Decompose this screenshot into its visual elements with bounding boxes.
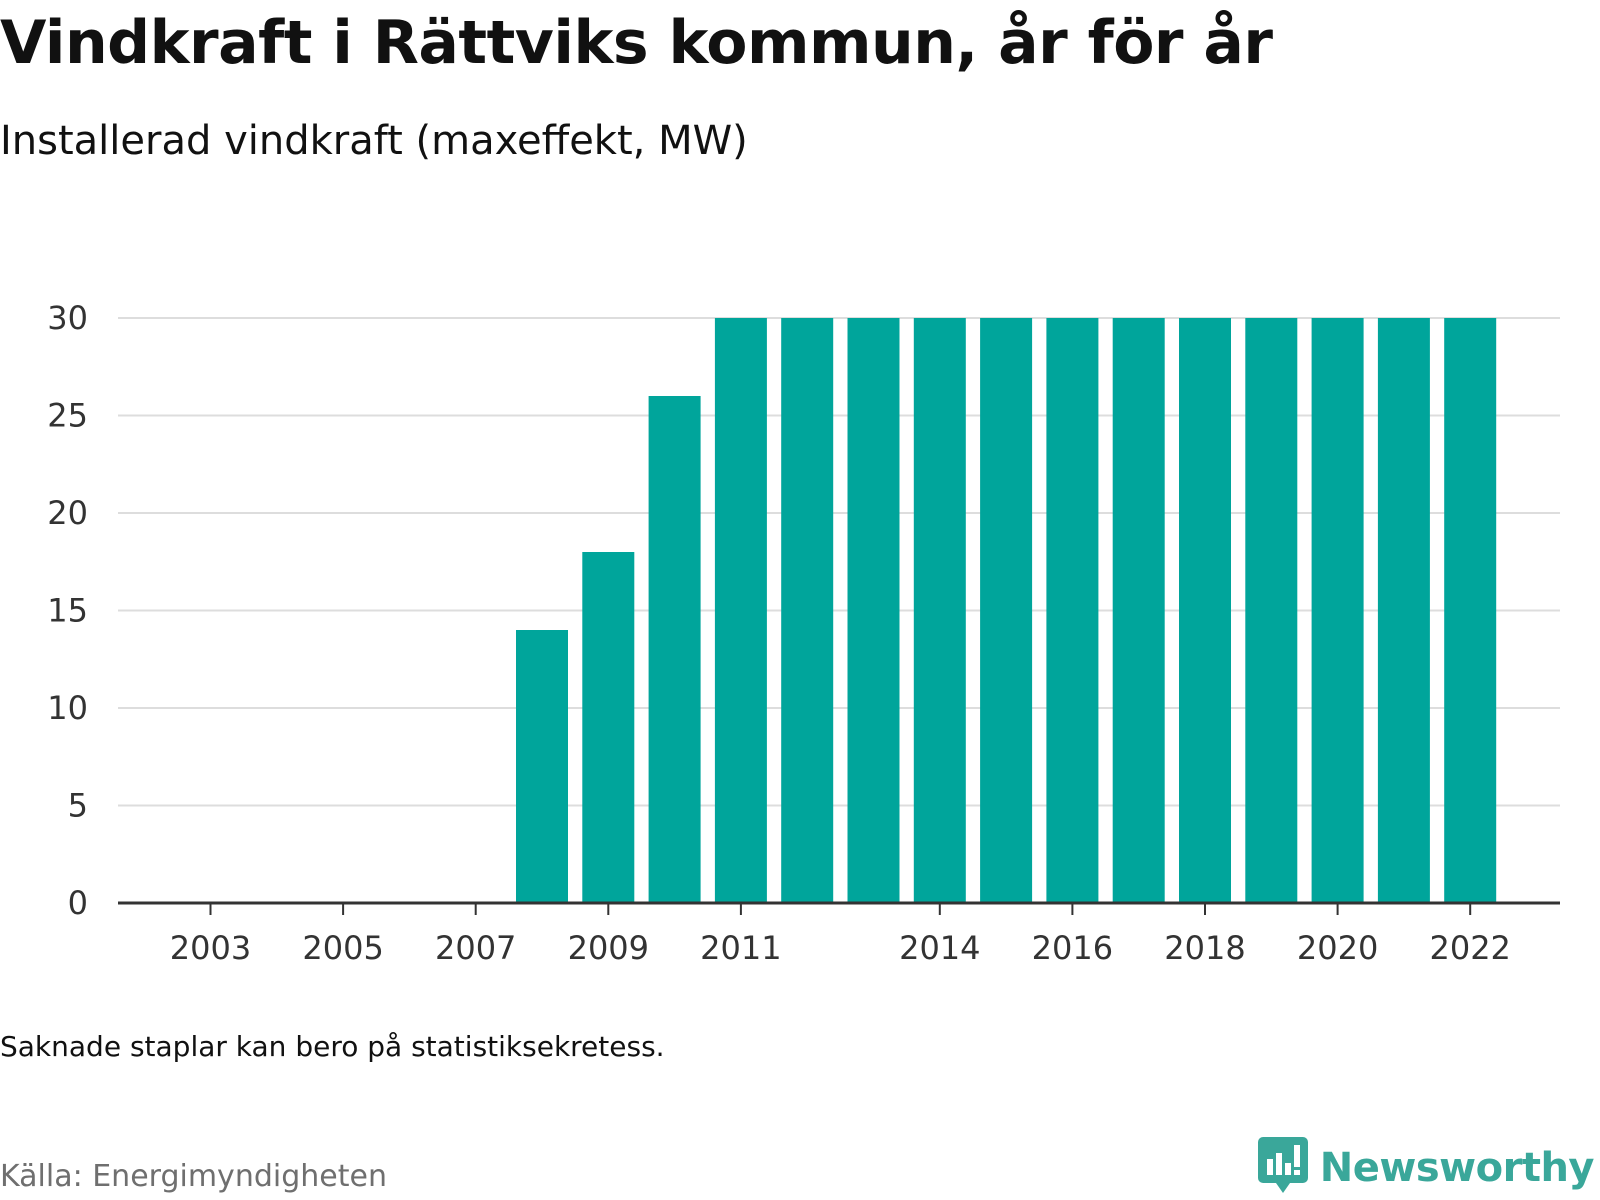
y-axis-ticks: 0 5 10 15 20 25 30: [47, 299, 88, 922]
bar-chart: 0 5 10 15 20 25 30 2003 2005 2007 2009 2011 2014 201…: [47, 299, 1560, 967]
y-tick-label: 20: [47, 494, 88, 532]
chart-subtitle: Installerad vindkraft (maxeffekt, MW): [0, 118, 748, 164]
bar-2020: [1311, 318, 1364, 903]
y-tick-label: 5: [68, 787, 88, 825]
newsworthy-logo-icon: [1257, 1137, 1308, 1199]
chart-title: Vindkraft i Rättviks kommun, år för år: [0, 8, 1273, 78]
y-tick-label: 0: [68, 884, 88, 922]
bar-2011: [714, 318, 767, 903]
bar-2018: [1179, 318, 1231, 903]
bar-2021: [1377, 318, 1430, 903]
x-tick-label: 2022: [1429, 929, 1510, 967]
bars: [516, 318, 1497, 903]
bar-2017: [1112, 318, 1165, 903]
bar-2008: [516, 630, 568, 903]
bar-2009: [582, 552, 635, 903]
footnote: Saknade staplar kan bero på statistiksek…: [0, 1030, 665, 1063]
x-axis: 2003 2005 2007 2009 2011 2014 2016 2018 2020 2022: [118, 901, 1560, 967]
y-tick-label: 10: [47, 689, 88, 727]
x-tick-label: 2014: [899, 929, 980, 967]
bar-2016: [1046, 318, 1099, 903]
bar-2022: [1444, 318, 1497, 903]
y-tick-label: 15: [47, 592, 88, 630]
bar-2012: [781, 318, 834, 903]
bar-2013: [847, 318, 900, 903]
x-tick-label: 2018: [1164, 929, 1245, 967]
brand-logo: Newsworthy: [1257, 1137, 1595, 1199]
x-tick-label: 2005: [302, 929, 383, 967]
bar-2010: [648, 396, 701, 903]
x-tick-label: 2011: [700, 929, 781, 967]
bar-2015: [980, 318, 1033, 903]
x-tick-label: 2016: [1032, 929, 1113, 967]
y-tick-label: 30: [47, 299, 88, 337]
x-tick-label: 2003: [170, 929, 251, 967]
bar-2019: [1245, 318, 1298, 903]
x-tick-label: 2009: [568, 929, 649, 967]
bar-2014: [913, 318, 966, 903]
x-tick-label: 2020: [1297, 929, 1378, 967]
brand-name: Newsworthy: [1319, 1145, 1595, 1191]
source-text: Källa: Energimyndigheten: [0, 1159, 387, 1194]
y-tick-label: 25: [47, 397, 88, 435]
x-tick-label: 2007: [435, 929, 516, 967]
